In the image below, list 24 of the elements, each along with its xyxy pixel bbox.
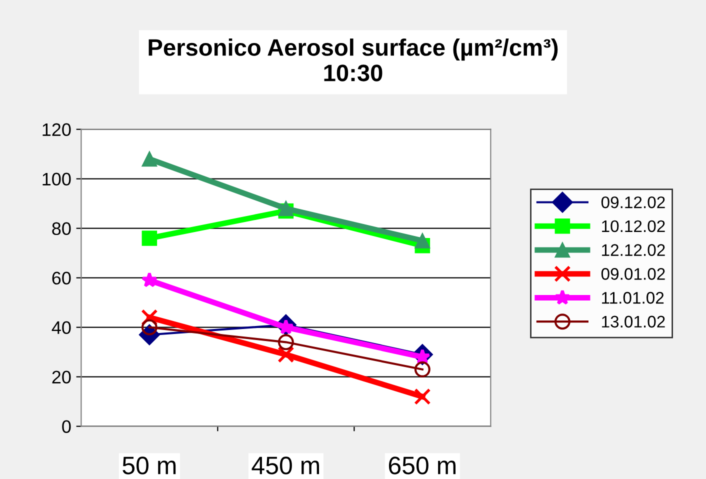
y-tick-label: 60 — [52, 272, 71, 285]
x-tick-label: 450 m — [252, 456, 320, 474]
y-tick-label: 0 — [62, 420, 71, 434]
y-tick-label: 20 — [52, 370, 71, 384]
chart-title: Personico Aerosol surface (µm²/cm³) 10:30 — [148, 38, 558, 82]
legend-label: 11.01.02 — [602, 292, 664, 304]
legend-label: 13.01.02 — [602, 316, 665, 328]
y-tick-label: 120 — [42, 123, 71, 136]
point — [141, 272, 158, 288]
legend-label: 12.12.02 — [602, 244, 665, 256]
point — [414, 233, 430, 248]
legend-label: 09.01.02 — [601, 268, 665, 280]
y-tick-label: 80 — [52, 222, 71, 236]
y-tick-label: 40 — [52, 321, 71, 334]
point — [142, 230, 158, 246]
legend-label: 10.12.02 — [602, 220, 665, 232]
x-tick-label: 650 m — [388, 456, 456, 474]
point — [414, 361, 430, 378]
point — [414, 388, 431, 405]
point — [278, 334, 294, 350]
legend-label: 09.12.02 — [601, 196, 665, 208]
point — [142, 151, 158, 167]
y-tick-label: 100 — [42, 172, 71, 186]
x-tick-label: 50 m — [122, 456, 176, 474]
